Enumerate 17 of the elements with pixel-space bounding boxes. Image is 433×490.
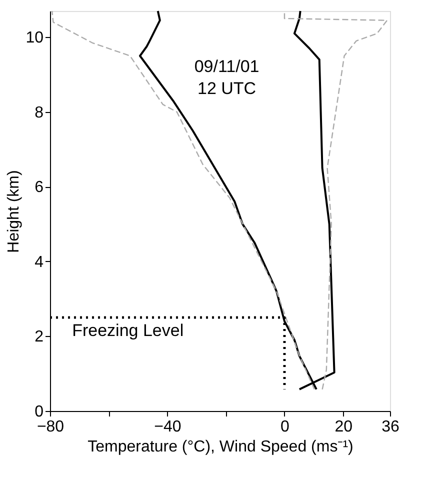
y-tick-label: 10 [26,30,44,47]
x-tick-label: 20 [334,418,353,436]
line-series [284,10,388,390]
y-tick-label: 6 [34,179,44,196]
y-tick-label: 0 [34,404,44,420]
annotation: Freezing Level [72,321,184,340]
annotation: 09/11/01 12 UTC [194,57,260,98]
y-tick-label: 8 [34,104,44,122]
x-axis-title: Temperature (°C), Wind Speed (ms⁻¹) [88,438,354,456]
x-tick-label: 0 [280,418,290,436]
line-series [51,10,315,390]
y-tick-label: 2 [34,328,44,346]
x-tick-label: 36 [382,418,400,436]
y-tick-label: 4 [34,254,44,271]
y-axis-title: Height (km) [6,170,23,253]
x-tick-label: −80 [36,418,64,436]
x-tick-label: −40 [154,418,182,436]
